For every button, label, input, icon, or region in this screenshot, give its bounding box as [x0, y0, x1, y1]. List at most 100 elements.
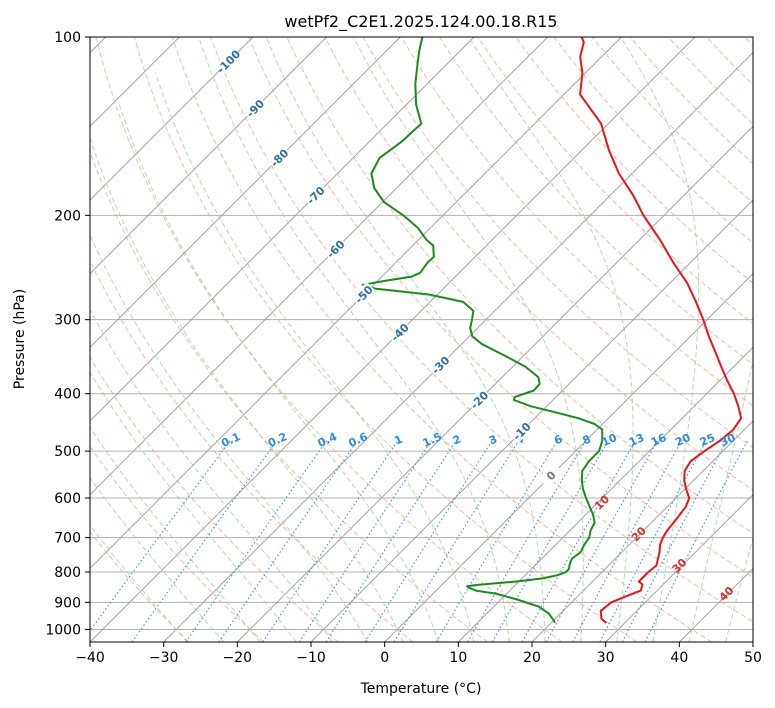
dry-adiabat-label: 40	[717, 584, 737, 604]
mixing-ratio-label: 2	[451, 433, 463, 448]
y-tick-label: 500	[54, 444, 81, 460]
isotherm-line	[531, 420, 753, 642]
mixing-ratio-label: 0.6	[347, 430, 370, 450]
mixing-ratio-label: 0.2	[266, 430, 289, 450]
moist-adiabat-line	[265, 37, 546, 642]
mixing-ratio-label: 10	[600, 431, 620, 449]
mixing-ratio-label: 20	[673, 431, 693, 449]
x-tick-label: −20	[223, 650, 253, 666]
moist-adiabat-line	[90, 426, 261, 642]
moist-adiabat-line	[155, 72, 475, 642]
y-axis-ticks: 100 200 300 400 500 600 700 800 900 1000	[45, 30, 90, 638]
mixing-ratio-line	[131, 440, 278, 642]
y-tick-label: 1000	[45, 622, 81, 638]
mixing-ratio-line	[262, 440, 399, 642]
y-tick-label: 300	[54, 313, 81, 329]
isotherm-label-bg	[427, 352, 453, 378]
mixing-ratio-label: 13	[627, 431, 646, 449]
moist-adiabat-line	[198, 37, 510, 642]
isotherm-label-bg	[266, 145, 292, 170]
dry-adiabat-line	[248, 37, 753, 578]
dry-adiabat-line	[591, 37, 753, 204]
isotherm-line	[458, 346, 753, 642]
dry-adiabat-line	[515, 37, 753, 284]
isotherm-line	[605, 494, 753, 642]
dry-adiabat-line	[90, 259, 414, 642]
dry-adiabat-line	[90, 150, 488, 642]
x-tick-label: −40	[75, 650, 105, 666]
plot-background-lines	[90, 37, 753, 642]
isotherm-label-bg	[538, 462, 564, 488]
isotherm-label-bg	[302, 182, 328, 208]
isotherm-label: -30	[429, 354, 452, 377]
moist-adiabat-line	[468, 37, 634, 642]
dry-adiabat-line	[553, 37, 753, 244]
moist-adiabat-line	[725, 536, 753, 642]
isotherm-label: -100	[215, 47, 244, 76]
y-axis-label: Pressure (hPa)	[12, 289, 28, 389]
mixing-ratio-label: 16	[649, 431, 669, 449]
mixing-ratio-line	[90, 440, 231, 632]
mixing-ratio-label: 30	[718, 431, 738, 449]
dry-adiabat-line	[744, 37, 753, 47]
moist-adiabat-line	[90, 136, 404, 642]
isotherm-line	[237, 125, 753, 642]
y-tick-label: 600	[54, 491, 81, 507]
isotherm-label: -90	[244, 97, 267, 120]
mixing-ratio-line	[572, 440, 683, 642]
isotherm-line	[90, 37, 401, 348]
mixing-ratio-line	[435, 440, 558, 642]
x-tick-label: 30	[597, 650, 615, 666]
isotherm-line	[90, 37, 622, 569]
dry-adiabat-line	[362, 37, 753, 449]
isotherm-line	[163, 52, 753, 642]
dry-adiabat-line	[171, 37, 712, 642]
x-tick-label: 40	[670, 650, 688, 666]
mixing-ratio-label: 8	[581, 433, 593, 448]
dry-adiabat-line	[210, 37, 753, 623]
dry-adiabat-line	[90, 531, 190, 642]
moist-adiabat-line	[688, 358, 753, 642]
mixing-ratio-label: 1.5	[421, 430, 444, 450]
mixing-ratio-line	[545, 440, 659, 642]
isotherm-label: -50	[353, 283, 376, 306]
chart-title: wetPf2_C2E1.2025.124.00.18.R15	[284, 12, 557, 32]
dry-adiabat-line	[706, 37, 753, 86]
x-tick-label: 20	[523, 650, 541, 666]
isotherm-label: -40	[389, 321, 412, 344]
isotherm-label: -10	[510, 420, 533, 443]
x-axis-label: Temperature (°C)	[360, 681, 482, 697]
y-tick-label: 100	[54, 30, 81, 46]
mixing-ratio-line	[218, 440, 358, 642]
mixing-ratio-line	[521, 440, 637, 642]
mixing-ratio-line	[185, 440, 328, 642]
isotherm-line	[90, 37, 475, 422]
mixing-ratio-label: 25	[698, 431, 717, 449]
moist-adiabat-line	[90, 477, 225, 642]
isotherm-line	[384, 273, 753, 642]
x-axis-ticks: −40 −30 −20 −10 0 10 20 30 40 50	[75, 642, 762, 666]
dry-adiabat-line	[90, 445, 264, 642]
isotherm-label: -60	[324, 238, 347, 261]
profile-series	[361, 37, 743, 624]
x-tick-label: −30	[149, 650, 179, 666]
x-tick-label: 50	[744, 650, 762, 666]
isotherm-label-bg	[508, 418, 534, 444]
dry-adiabat-line	[324, 37, 753, 491]
isotherm-label-bg	[387, 319, 412, 345]
mixing-ratio-line	[364, 440, 493, 642]
isotherm-line	[679, 567, 753, 642]
dry-adiabat-line	[95, 37, 563, 642]
plot-inline-labels: 0.10.20.40.611.523468101316202530-100-90…	[215, 47, 738, 604]
isotherm-label: -70	[304, 184, 327, 207]
isotherm-label-bg	[215, 48, 241, 74]
y-tick-label: 900	[54, 595, 81, 611]
mixing-ratio-line	[599, 440, 707, 642]
y-tick-label: 400	[54, 387, 81, 403]
dry-adiabat-label: 10	[592, 492, 612, 512]
x-tick-label: 10	[449, 650, 467, 666]
mixing-ratio-line	[467, 440, 587, 642]
isotherm-line	[90, 37, 254, 201]
dry-adiabat-line	[133, 37, 638, 642]
plot-frame	[89, 36, 754, 643]
